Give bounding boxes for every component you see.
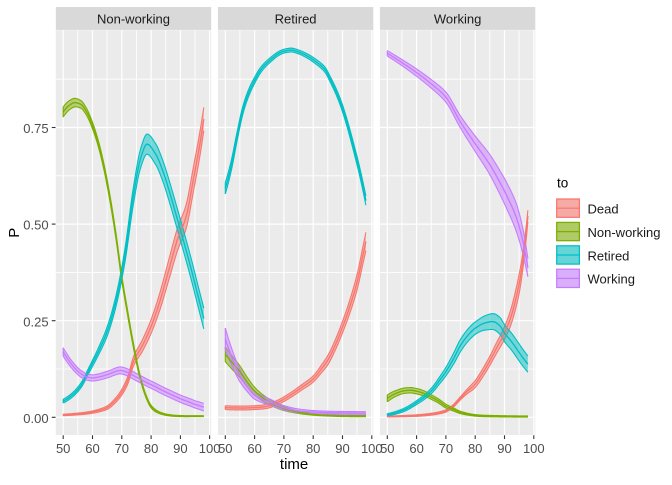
svg-text:Working: Working [588,272,635,287]
svg-text:0.50: 0.50 [23,218,48,233]
svg-text:60: 60 [247,441,261,456]
svg-text:to: to [557,176,568,191]
svg-text:50: 50 [56,441,70,456]
svg-text:100: 100 [523,441,545,456]
svg-text:70: 70 [115,441,129,456]
svg-text:time: time [280,456,308,473]
svg-text:Dead: Dead [588,202,619,217]
svg-text:50: 50 [218,441,232,456]
svg-text:50: 50 [380,441,394,456]
svg-text:70: 70 [277,441,291,456]
svg-text:Retired: Retired [275,12,317,27]
svg-text:80: 80 [468,441,482,456]
svg-text:100: 100 [199,441,221,456]
svg-text:80: 80 [306,441,320,456]
svg-text:Non-working: Non-working [588,225,661,240]
svg-text:100: 100 [361,441,383,456]
svg-text:Working: Working [434,12,481,27]
svg-text:90: 90 [335,441,349,456]
svg-text:90: 90 [497,441,511,456]
svg-text:Retired: Retired [588,248,630,263]
svg-text:Non-working: Non-working [97,12,170,27]
svg-text:0.75: 0.75 [23,121,48,136]
svg-text:90: 90 [173,441,187,456]
svg-text:P: P [6,228,23,238]
svg-text:60: 60 [409,441,423,456]
svg-text:80: 80 [144,441,158,456]
svg-text:0.00: 0.00 [23,411,48,426]
svg-text:0.25: 0.25 [23,314,48,329]
svg-text:60: 60 [85,441,99,456]
svg-text:70: 70 [439,441,453,456]
